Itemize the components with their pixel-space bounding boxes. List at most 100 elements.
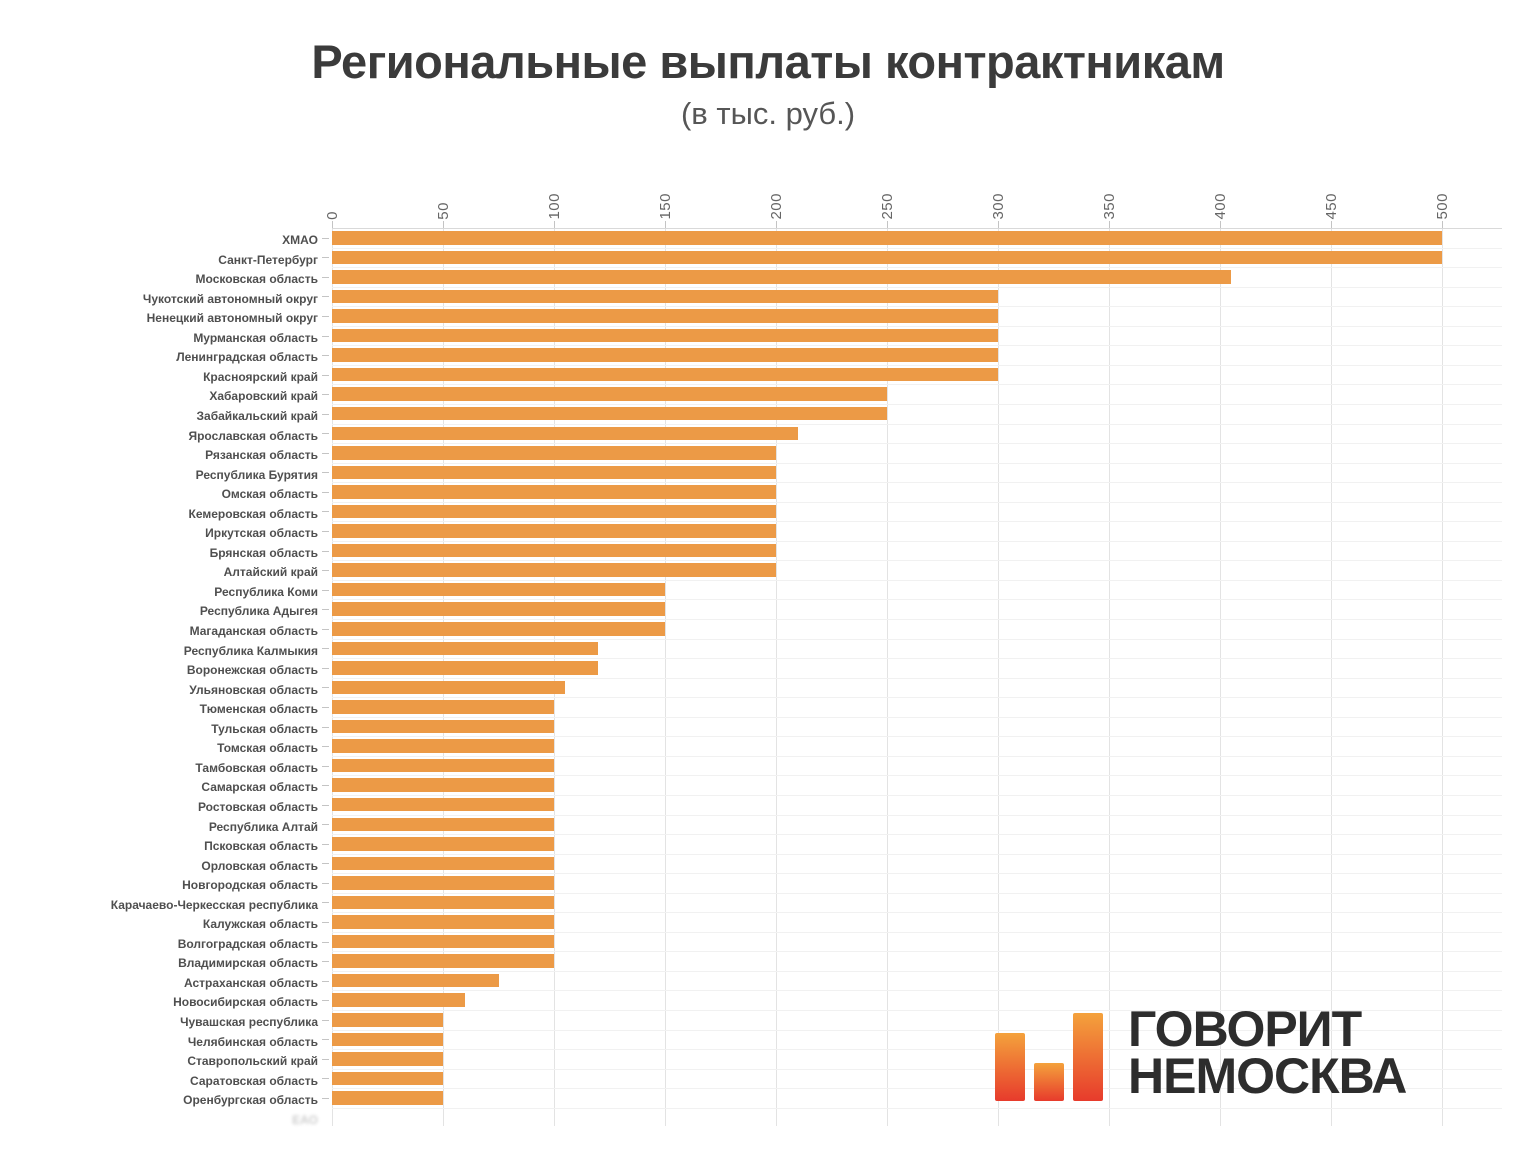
bar (332, 622, 665, 636)
row-separator-line (332, 384, 1502, 386)
x-tick-value: 450 (1322, 193, 1340, 220)
y-tick-mark (322, 687, 329, 689)
y-tick-mark (322, 296, 329, 298)
bar (332, 328, 998, 343)
bar (332, 250, 1442, 265)
row-label: Иркутская область (205, 526, 318, 541)
gridline (1442, 228, 1443, 1126)
bar (332, 582, 665, 597)
row-separator-line (332, 1088, 1502, 1090)
row-label: Тамбовская область (195, 760, 318, 775)
y-tick-mark (322, 452, 329, 454)
row-separator-line (332, 1068, 1502, 1070)
y-tick-mark (322, 315, 329, 317)
bar (332, 270, 1232, 284)
row-label: Рязанская область (205, 448, 318, 463)
row-label: Республика Адыгея (199, 604, 318, 619)
cutoff-row-label: ЕАО (292, 1112, 318, 1127)
row-label: Забайкальский край (196, 408, 319, 423)
row-label: Астраханская область (183, 975, 318, 990)
row-separator-line (332, 579, 1502, 581)
row-separator-line (332, 716, 1502, 718)
row-separator-line (332, 814, 1502, 816)
y-tick-mark (322, 706, 329, 708)
gridline (1220, 228, 1221, 1126)
row-label: Ульяновская область (189, 682, 318, 697)
x-tick-value: 0 (323, 211, 341, 220)
row-separator-line (332, 1049, 1502, 1051)
row-separator-line (332, 697, 1502, 699)
row-separator-line (332, 247, 1502, 249)
bar (332, 739, 554, 753)
row-label: Алтайский край (223, 565, 318, 580)
x-tick-value: 100 (545, 193, 563, 220)
x-tick-mark (665, 221, 666, 228)
x-tick-value: 200 (767, 193, 785, 220)
row-separator-line (332, 658, 1502, 660)
y-tick-mark (322, 589, 329, 591)
gridline (1109, 228, 1110, 1126)
y-tick-mark (322, 726, 329, 728)
row-separator-line (332, 364, 1502, 366)
row-separator-line (332, 853, 1502, 855)
row-label: Республика Калмыкия (183, 643, 318, 658)
y-tick-mark (322, 511, 329, 513)
y-tick-mark (322, 1097, 329, 1099)
logo-line1: ГОВОРИТ (1128, 1001, 1362, 1057)
gridline (998, 228, 999, 1126)
x-tick-value: 150 (656, 193, 674, 220)
row-separator-line (332, 736, 1502, 738)
x-tick-label: 450 (1301, 168, 1361, 220)
y-tick-mark (322, 824, 329, 826)
row-label: Мурманская область (193, 330, 318, 345)
row-separator-line (332, 1010, 1502, 1011)
y-tick-mark (322, 355, 329, 357)
row-label: Ярославская область (188, 428, 318, 443)
row-separator-line (332, 540, 1502, 542)
bar (332, 1071, 443, 1086)
bar (332, 309, 998, 323)
gridline (332, 228, 333, 1126)
row-label: Саратовская область (190, 1073, 318, 1088)
bar (332, 1032, 443, 1047)
logo-line2: НЕМОСКВА (1128, 1048, 1407, 1104)
row-separator-line (332, 755, 1502, 757)
bar (332, 915, 554, 929)
bar (332, 641, 599, 656)
bar (332, 543, 776, 558)
bar (332, 504, 776, 519)
y-tick-mark (322, 628, 329, 630)
x-tick-label: 500 (1412, 168, 1472, 220)
row-label: Ставропольский край (187, 1054, 318, 1069)
y-tick-mark (322, 941, 329, 943)
row-separator-line (332, 873, 1502, 875)
y-tick-mark (322, 276, 329, 278)
x-tick-mark (1331, 221, 1332, 228)
row-separator-line (332, 286, 1502, 288)
bar (332, 426, 799, 441)
y-tick-mark (322, 491, 329, 493)
bar (332, 367, 998, 382)
bar (332, 289, 998, 304)
row-separator-line (332, 912, 1502, 914)
row-label: Оренбургская область (183, 1093, 318, 1108)
y-tick-mark (322, 843, 329, 845)
row-label: Красноярский край (203, 369, 318, 384)
y-tick-mark (322, 335, 329, 337)
bar (332, 797, 554, 812)
x-tick-mark (776, 221, 777, 228)
row-separator-line (332, 560, 1502, 562)
y-tick-mark (322, 746, 329, 748)
row-label: Псковская область (204, 839, 318, 854)
row-separator-line (332, 775, 1502, 777)
x-tick-mark (1220, 221, 1221, 228)
y-tick-mark (322, 804, 329, 806)
bar (332, 1013, 443, 1027)
x-tick-value: 250 (878, 193, 896, 220)
row-label: Владимирская область (178, 956, 318, 971)
x-tick-value: 500 (1433, 193, 1451, 220)
y-tick-mark (322, 765, 329, 767)
y-tick-mark (322, 863, 329, 865)
bar (332, 387, 887, 401)
